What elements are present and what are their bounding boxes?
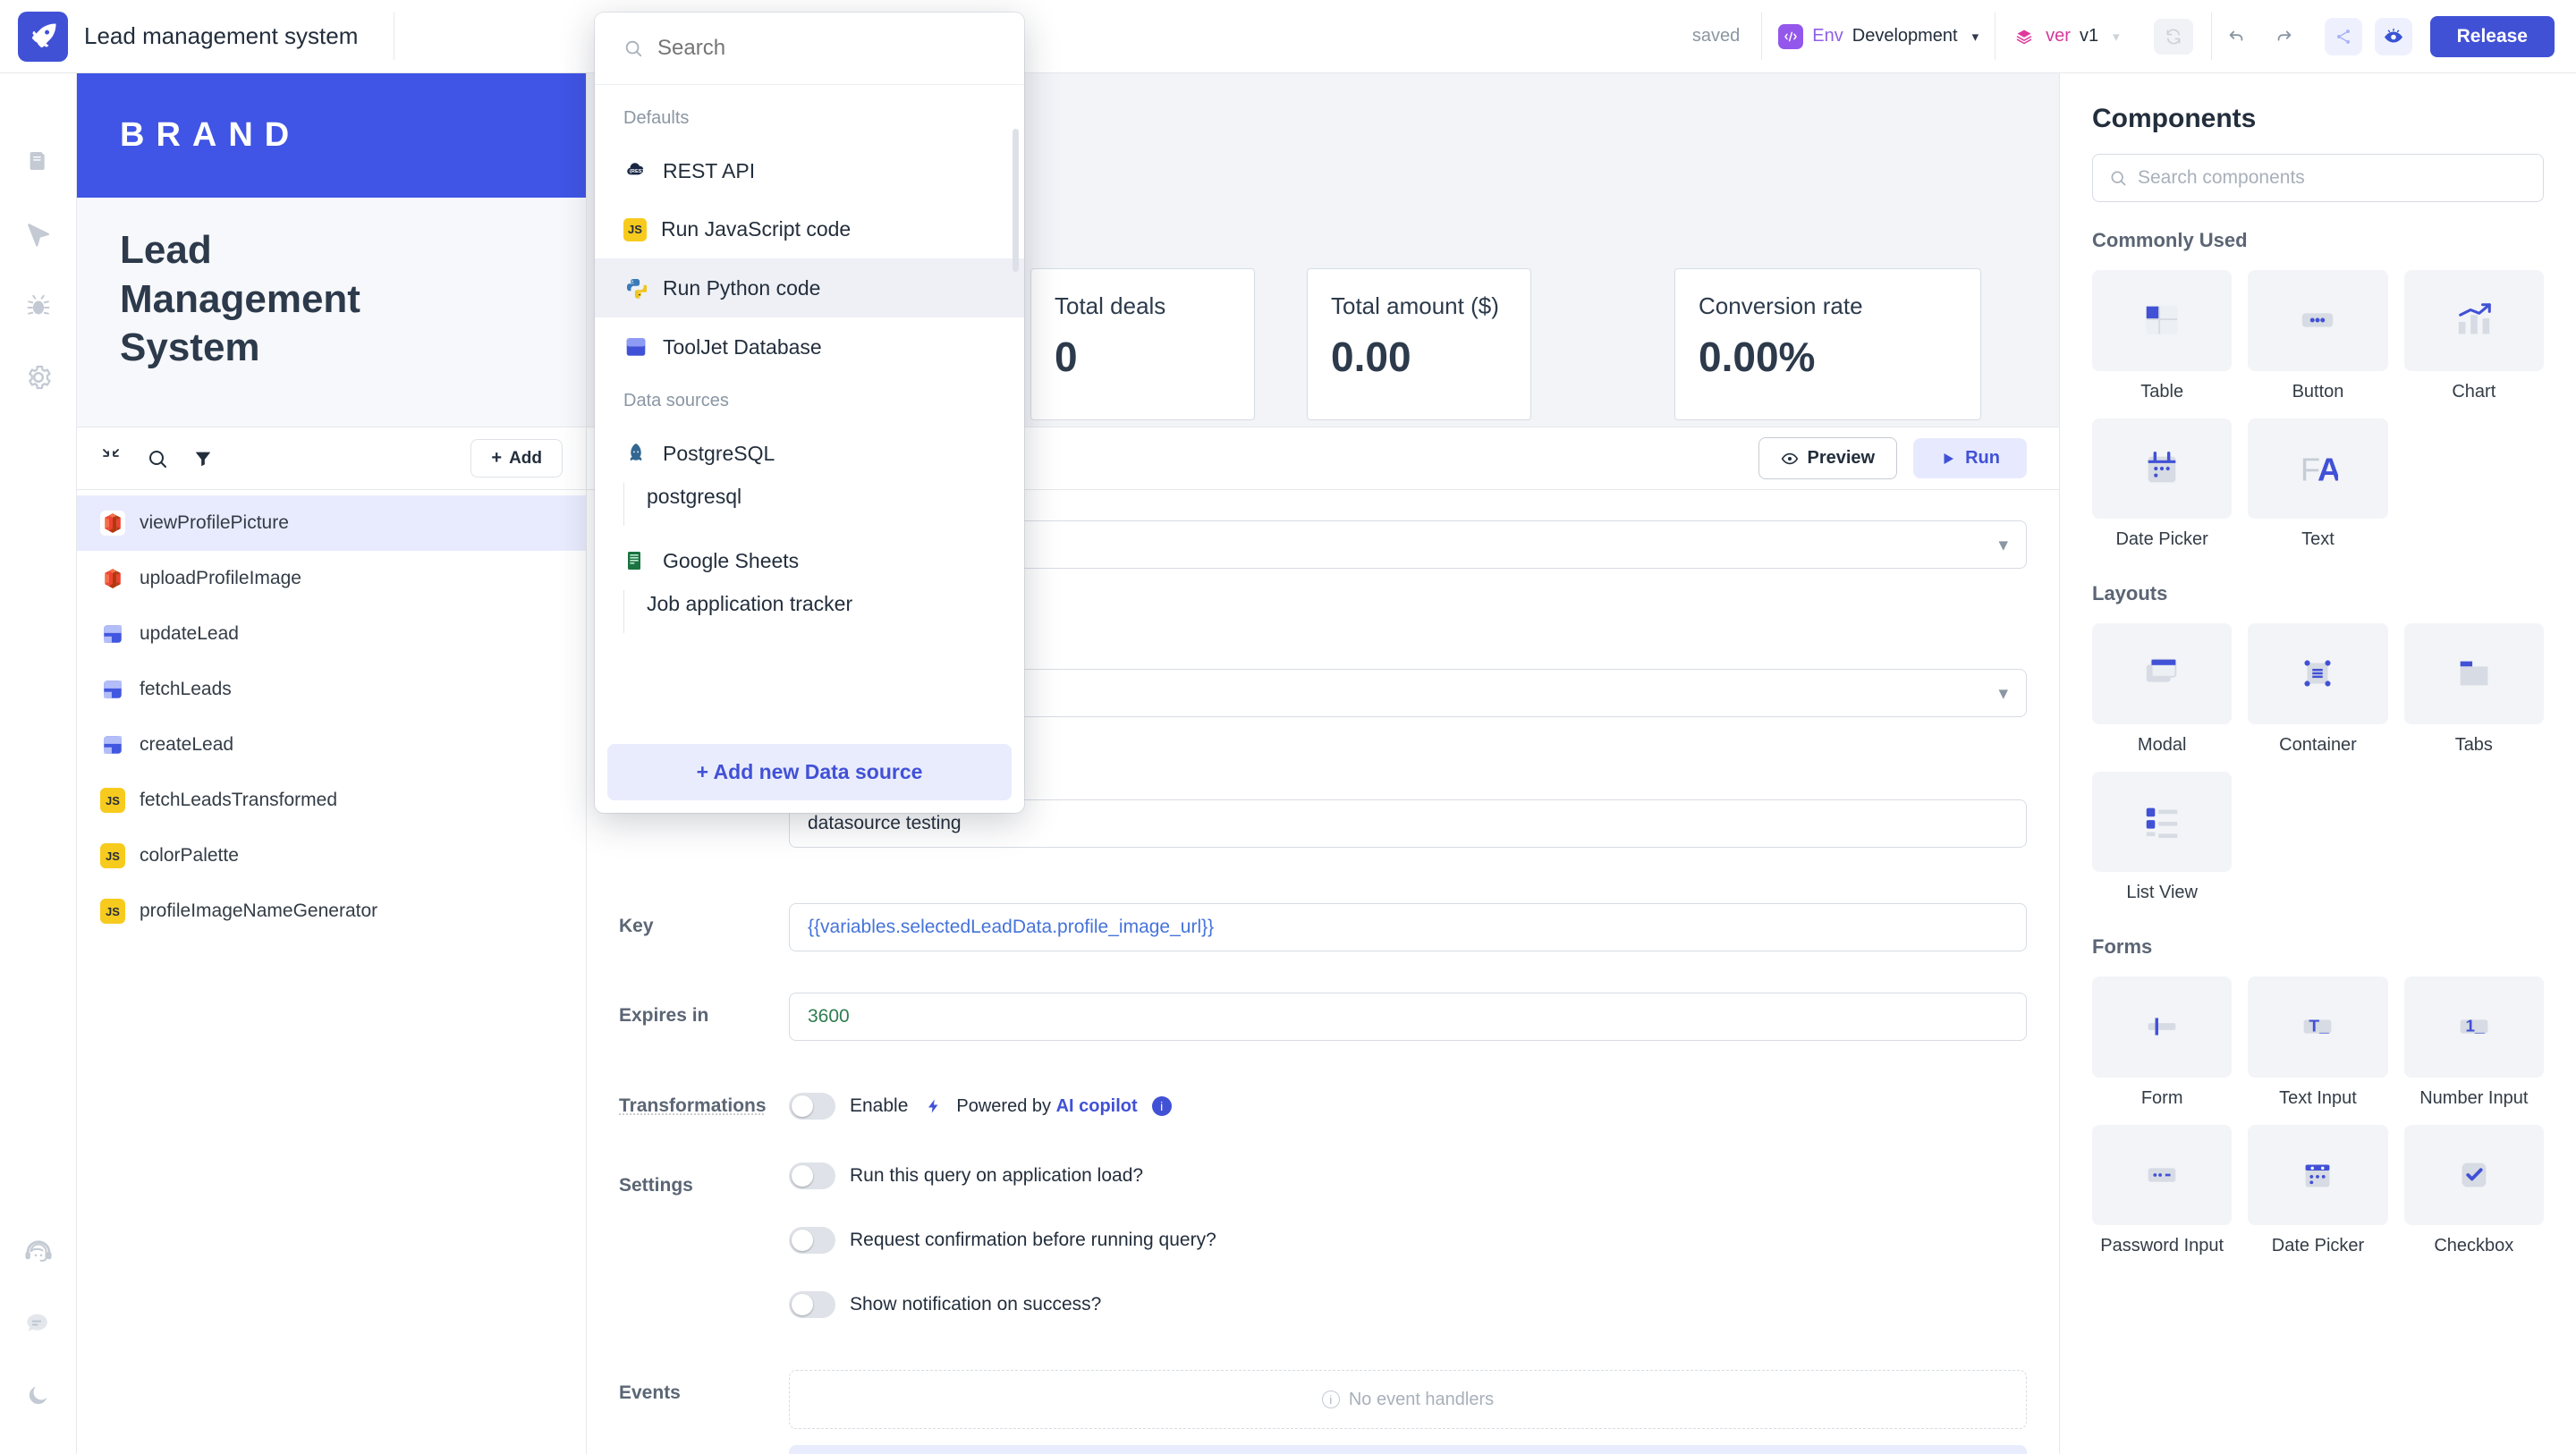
svg-text:{REST}: {REST} [630,169,648,174]
svg-text:T_: T_ [2309,1018,2330,1036]
svg-text:1_: 1_ [2465,1018,2485,1036]
svg-text:A: A [2318,451,2338,487]
